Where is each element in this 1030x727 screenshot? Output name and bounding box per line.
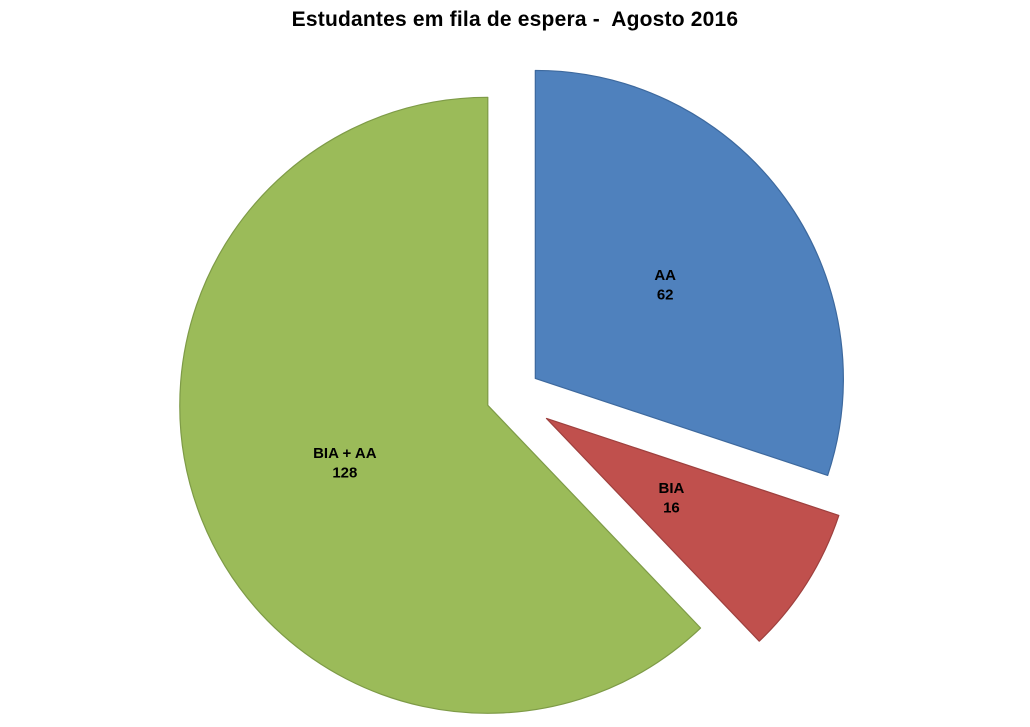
pie-slice-aa (534, 69, 844, 476)
slice-label-bia: BIA 16 (658, 480, 684, 517)
pie-slice-bia-aa (179, 96, 702, 714)
slice-label-aa: AA 62 (654, 267, 676, 304)
slice-label-bia-aa: BIA + AA 128 (313, 445, 377, 482)
pie-slice-bia (545, 417, 840, 642)
chart-title: Estudantes em fila de espera - Agosto 20… (291, 8, 739, 31)
